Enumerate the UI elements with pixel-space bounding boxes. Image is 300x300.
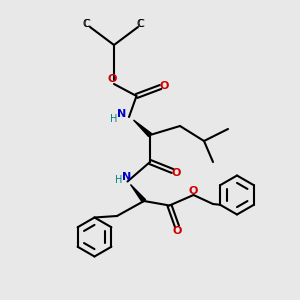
Text: O: O — [159, 80, 169, 91]
Text: C: C — [136, 19, 143, 29]
Text: N: N — [117, 109, 126, 119]
Text: C: C — [138, 19, 144, 29]
Text: C: C — [84, 19, 90, 29]
Text: C: C — [82, 19, 89, 29]
Text: H: H — [115, 175, 122, 185]
Polygon shape — [130, 184, 146, 202]
Text: O: O — [108, 74, 117, 85]
Text: H: H — [110, 113, 118, 124]
Text: O: O — [172, 226, 182, 236]
Text: N: N — [122, 172, 131, 182]
Text: O: O — [171, 167, 181, 178]
Text: O: O — [189, 185, 198, 196]
Polygon shape — [134, 120, 152, 136]
